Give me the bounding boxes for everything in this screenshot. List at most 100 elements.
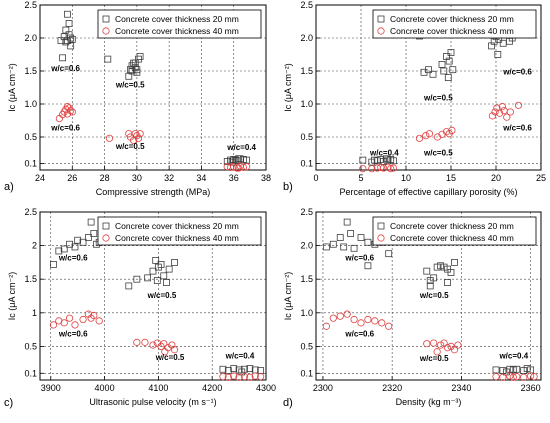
data-point-square — [127, 66, 134, 74]
data-point-circle — [437, 341, 445, 349]
data-point-square — [160, 272, 168, 280]
wc-annotation: w/c=0.5 — [115, 81, 145, 90]
legend-circle-marker — [102, 27, 110, 35]
legend: Concrete cover thickness 20 mm Concrete c… — [97, 9, 262, 39]
legend-box — [372, 9, 537, 39]
y-axis-label: Ic (μA cm⁻²) — [283, 272, 293, 320]
data-point-square — [157, 261, 165, 268]
data-point-square — [451, 258, 458, 266]
wc-annotation: w/c=0.4 — [226, 143, 256, 152]
data-point-circle — [430, 339, 438, 347]
data-point-circle — [55, 114, 63, 123]
data-point-square — [513, 365, 521, 373]
data-point-circle — [488, 112, 496, 120]
data-point-circle — [257, 373, 265, 381]
data-point-circle — [160, 340, 168, 348]
data-point-square — [67, 34, 75, 42]
data-point-circle — [79, 315, 87, 324]
data-point-circle — [499, 373, 507, 381]
legend-circle-marker — [377, 234, 385, 242]
data-point-circle — [329, 314, 337, 322]
y-tick-label: 0.1 — [300, 368, 313, 378]
data-point-circle — [133, 338, 141, 346]
wc-annotation: w/c=0.6 — [502, 67, 532, 76]
y-tick-label: 0.1 — [300, 158, 313, 168]
data-point-circle — [357, 319, 365, 327]
series-cover-40mm — [49, 310, 265, 381]
legend-label: Concrete cover thickness 40 mm — [390, 26, 514, 36]
data-point-circle — [454, 341, 462, 349]
x-axis-label: Compressive strength (MPa) — [96, 187, 211, 197]
y-tick-label: 0.1 — [24, 368, 37, 378]
x-tick-label: 20 — [491, 173, 501, 183]
data-point-circle — [498, 103, 506, 111]
wc-annotation: w/c=0.6 — [502, 123, 532, 132]
legend: Concrete cover thickness 20 mm Concrete c… — [97, 216, 262, 246]
legend: Concrete cover thickness 20 mm Concrete c… — [372, 9, 537, 39]
data-point-square — [322, 243, 330, 251]
data-point-square — [231, 156, 239, 164]
data-point-circle — [443, 344, 452, 352]
data-point-circle — [170, 346, 179, 354]
y-tick-label: 1.5 — [24, 66, 37, 76]
data-point-square — [340, 243, 348, 251]
data-point-square — [438, 61, 446, 68]
x-tick-label: 28 — [100, 173, 110, 183]
x-tick-label: 4300 — [256, 383, 276, 393]
y-tick-label: 2.0 — [24, 33, 37, 43]
data-point-square — [385, 250, 393, 258]
data-point-circle — [224, 373, 232, 381]
data-point-square — [74, 236, 82, 244]
x-tick-label: 24 — [35, 173, 45, 183]
x-tick-label: 2340 — [451, 383, 471, 393]
data-point-circle — [95, 317, 103, 325]
wc-annotation: w/c=0.6 — [58, 253, 88, 262]
legend-square-marker — [377, 222, 385, 230]
chart-panel-4: 2300 2320 2340 2360 0.1 0.5 1.0 1.5 2.0 2.5 Densit… — [283, 207, 542, 409]
data-point-circle — [371, 317, 379, 325]
x-tick-label: 25 — [536, 173, 546, 183]
y-tick-label: 2.0 — [300, 241, 313, 251]
wc-annotation: w/c=0.5 — [423, 148, 453, 157]
data-point-square — [133, 275, 141, 283]
x-axis-label: Density (kg m⁻³) — [396, 397, 462, 407]
data-point-square — [149, 267, 157, 275]
data-point-circle — [530, 373, 538, 381]
series-cover-20mm — [50, 218, 265, 376]
data-point-circle — [60, 319, 68, 327]
data-point-square — [230, 365, 238, 372]
x-tick-label: 30 — [132, 173, 142, 183]
chart-panel-3: 3900 4000 4100 4200 4300 0.1 0.5 1 1.5 2 2.5 Ultras… — [4, 207, 276, 409]
legend-square-marker — [102, 15, 110, 23]
plot-frame — [315, 4, 542, 171]
wc-annotation: w/c=0.6 — [58, 329, 88, 338]
wc-annotation: w/c=0.5 — [419, 291, 449, 300]
x-tick-label: 34 — [196, 173, 206, 183]
y-axis-label: Ic (μA cm⁻²) — [7, 272, 17, 320]
x-axis-label: Ultrasonic pulse velocity (m s⁻¹) — [89, 397, 216, 407]
data-point-square — [219, 365, 227, 373]
x-tick-label: 4100 — [148, 383, 168, 393]
data-point-square — [426, 282, 434, 290]
data-point-circle — [359, 165, 367, 173]
data-point-square — [329, 240, 337, 248]
data-point-circle — [433, 348, 441, 356]
data-point-circle — [90, 311, 98, 320]
data-point-square — [68, 35, 76, 43]
plot-frame — [315, 211, 542, 381]
data-point-circle — [389, 164, 397, 172]
panel-label: b) — [283, 181, 293, 193]
data-point-square — [364, 262, 372, 270]
data-point-circle — [134, 134, 143, 142]
data-point-square — [499, 367, 507, 374]
data-point-square — [425, 66, 432, 74]
chart-panel-1: 24 26 28 30 32 34 36 38 0.1 0.5 1.0 1.5 2.0 2.5 Compre… — [4, 0, 271, 197]
wc-annotation: w/c=0.5 — [155, 353, 185, 362]
legend-label: Concrete cover thickness 20 mm — [390, 221, 514, 231]
y-tick-label: 1.5 — [24, 274, 37, 284]
data-point-circle — [422, 132, 430, 140]
data-point-circle — [415, 134, 424, 142]
x-tick-label: 0 — [313, 173, 318, 183]
data-point-circle — [379, 164, 388, 172]
y-tick-label: 1.0 — [300, 99, 313, 109]
